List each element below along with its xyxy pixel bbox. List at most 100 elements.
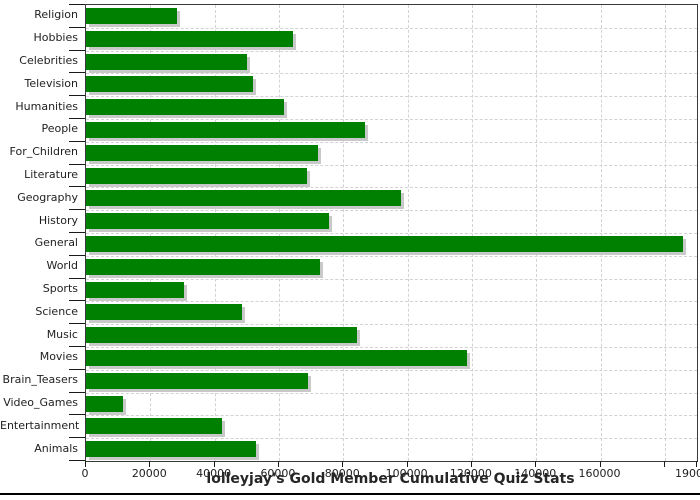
x-tick-label: 100000 [385,467,428,480]
bar-geography [86,190,402,207]
x-tick-label: 160000 [578,467,621,480]
gridline-horizontal [86,255,697,257]
chart-title: lolleyjay's Gold Member Cumulative Quiz … [206,471,575,487]
y-axis-tick [69,346,85,347]
bar-general [86,236,683,252]
category-label-people: People [41,122,78,136]
gridline-horizontal [86,96,697,98]
y-axis-tick [69,4,85,5]
y-axis-tick [69,437,85,439]
category-label-sports: Sports [42,282,78,295]
x-axis-tick [342,461,344,467]
x-axis-tick [599,461,601,467]
y-axis-tick [69,49,85,51]
category-label-celebrities: Celebrities [19,54,78,67]
y-axis-tick [69,140,85,142]
bar-religion [86,8,177,24]
category-label-science: Science [35,304,78,318]
category-label-for_children: For_Children [9,145,78,159]
gridline-horizontal [86,392,697,394]
plot-area [85,4,698,462]
gridline-horizontal [86,187,697,189]
gridline-horizontal [86,73,697,75]
gridline-horizontal [86,369,697,371]
y-axis-tick [69,118,85,119]
bar-hobbies [86,30,294,47]
bar-music [86,327,358,344]
x-axis-tick [663,461,665,467]
y-axis-tick [69,95,85,97]
x-tick-label: 20000 [131,467,167,480]
bar-sports [86,281,185,298]
x-tick-label: 140000 [514,467,557,480]
gridline-horizontal [86,278,697,280]
gridline-horizontal [86,210,697,212]
category-label-music: Music [46,327,78,341]
x-axis-tick [470,461,472,467]
y-axis-tick [69,368,85,370]
bar-for_children [86,144,318,161]
category-label-animals: Animals [34,441,78,455]
y-axis-tick [69,323,85,325]
bar-humanities [86,99,285,116]
y-axis-tick [69,391,85,393]
x-tick-label: 60000 [260,467,296,480]
category-label-literature: Literature [24,168,78,181]
y-axis-tick [69,209,85,211]
x-tick-label: 120000 [449,467,492,480]
gridline-horizontal [86,50,697,52]
y-axis-tick [69,254,85,256]
x-tick-label: 80000 [324,467,360,480]
gridline-horizontal [86,347,697,348]
gridline-horizontal [86,324,697,326]
bar-celebrities [86,53,248,70]
y-axis-tick [69,414,85,416]
gridline-horizontal [86,119,697,120]
x-axis-tick [535,461,537,467]
gridline-horizontal [86,164,697,166]
category-label-religion: Religion [34,8,78,22]
x-tick-label: 40000 [196,467,232,480]
bar-literature [86,167,308,184]
x-axis-tick [696,461,697,467]
bar-animals [86,441,257,458]
y-axis-tick [69,277,85,279]
x-tick-label: 0 [81,467,89,480]
x-tick-label: 190000 [675,467,700,480]
gridline-horizontal [86,233,697,234]
category-label-entertainment: Entertainment [0,418,80,432]
bar-entertainment [86,418,223,435]
x-axis-tick [149,461,151,467]
bar-history [86,213,330,230]
category-label-brain_teasers: Brain_Teasers [2,373,78,387]
bar-movies [86,350,467,366]
category-label-video_games: Video_Games [3,396,78,409]
x-axis-tick [85,461,86,467]
y-axis-tick [69,232,85,233]
gridline-horizontal [86,27,697,29]
bar-science [86,304,242,321]
category-label-movies: Movies [39,350,78,364]
x-axis-tick [406,461,408,467]
y-axis-tick [69,186,85,188]
y-axis-tick [69,26,85,28]
y-axis-tick [69,163,85,165]
gridline-horizontal [86,438,697,440]
category-label-history: History [38,213,78,227]
category-label-television: Television [24,76,79,90]
gridline-horizontal [86,415,697,417]
bar-brain_teasers [86,372,308,389]
y-axis-tick [69,460,85,461]
gridline-horizontal [86,141,697,143]
bar-video_games [86,395,123,412]
y-axis-tick [69,72,85,74]
x-axis-tick [213,461,215,467]
bar-television [86,76,254,93]
category-label-hobbies: Hobbies [33,31,78,45]
y-axis-tick [69,300,85,302]
category-label-world: World [46,259,78,273]
category-label-humanities: Humanities [15,99,78,113]
category-label-general: General [34,236,78,250]
category-label-geography: Geography [17,190,78,204]
